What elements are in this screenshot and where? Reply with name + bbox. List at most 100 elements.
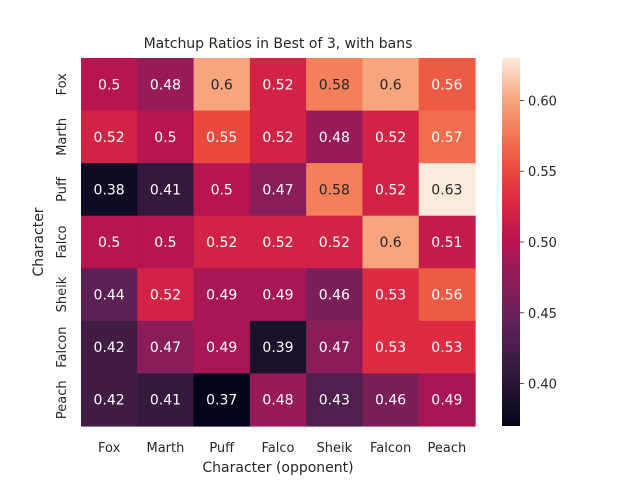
cell-value-label: 0.5 <box>154 130 176 146</box>
cell-value-label: 0.37 <box>206 393 237 409</box>
heatmap-cell <box>81 268 138 322</box>
heatmap-cell <box>137 373 195 427</box>
cell-value-label: 0.52 <box>94 130 125 146</box>
heatmap-cell <box>249 163 307 217</box>
cell-value-label: 0.49 <box>262 288 293 304</box>
heatmap-cells <box>81 58 476 427</box>
heatmap-cell <box>249 320 307 375</box>
heatmap-cell <box>81 110 138 164</box>
heatmap-cell <box>362 163 420 217</box>
heatmap-cell <box>137 268 195 322</box>
cell-value-label: 0.46 <box>375 393 406 409</box>
heatmap-cell-labels: 0.5 0.48 0.6 0.52 0.58 0.6 0.56 0.52 0.5 0.55 0.52… <box>94 77 463 408</box>
heatmap-cell <box>306 163 364 217</box>
heatmap-cell <box>193 320 251 375</box>
cell-value-label: 0.49 <box>431 393 462 409</box>
y-axis-label: Character <box>31 207 47 276</box>
y-tick-label: Marth <box>55 118 70 156</box>
cell-value-label: 0.52 <box>319 235 350 251</box>
heatmap-cell <box>137 320 195 375</box>
heatmap-cell <box>306 268 364 322</box>
cell-value-label: 0.52 <box>375 182 406 198</box>
cell-value-label: 0.47 <box>262 182 293 198</box>
heatmap-cell <box>137 58 195 112</box>
cell-value-label: 0.53 <box>375 340 406 356</box>
heatmap-cell <box>81 163 138 217</box>
y-tick-label: Sheik <box>55 276 70 312</box>
cell-value-label: 0.5 <box>211 182 233 198</box>
heatmap-cell <box>193 58 251 112</box>
heatmap-cell <box>306 110 364 164</box>
cell-value-label: 0.5 <box>98 235 120 251</box>
heatmap-cell <box>362 110 420 164</box>
heatmap-cell <box>249 110 307 164</box>
heatmap-cell <box>418 110 476 164</box>
heatmap-cell <box>81 373 138 427</box>
cell-value-label: 0.39 <box>262 340 293 356</box>
colorbar-tick-label: 0.40 <box>528 378 557 393</box>
cell-value-label: 0.41 <box>150 393 181 409</box>
cell-value-label: 0.38 <box>94 182 125 198</box>
cell-value-label: 0.48 <box>150 77 181 93</box>
cell-value-label: 0.52 <box>150 288 181 304</box>
cell-value-label: 0.52 <box>262 77 293 93</box>
x-tick-label: Falcon <box>370 441 411 456</box>
heatmap-cell <box>306 320 364 375</box>
heatmap-cell <box>418 373 476 427</box>
chart-title: Matchup Ratios in Best of 3, with bans <box>144 36 413 52</box>
heatmap-cell <box>362 58 420 112</box>
y-tick-label: Puff <box>55 176 70 202</box>
colorbar-tick-label: 0.50 <box>528 236 557 251</box>
x-tick-label: Puff <box>209 441 235 456</box>
y-tick-label: Peach <box>55 380 70 419</box>
cell-value-label: 0.58 <box>319 182 350 198</box>
cell-value-label: 0.55 <box>206 130 237 146</box>
x-tick-label: Marth <box>146 441 184 456</box>
x-tick-label: Falco <box>262 441 295 456</box>
heatmap-cell <box>362 373 420 427</box>
heatmap-cell <box>249 268 307 322</box>
x-tick-label: Peach <box>428 441 467 456</box>
heatmap-cell <box>137 110 195 164</box>
cell-value-label: 0.5 <box>98 77 120 93</box>
cell-value-label: 0.48 <box>319 130 350 146</box>
cell-value-label: 0.42 <box>94 340 125 356</box>
cell-value-label: 0.6 <box>379 235 401 251</box>
y-tick-label: Fox <box>55 73 70 96</box>
heatmap-cell <box>418 320 476 375</box>
cell-value-label: 0.41 <box>150 182 181 198</box>
cell-value-label: 0.48 <box>262 393 293 409</box>
heatmap-cell <box>418 268 476 322</box>
heatmap-cell <box>81 215 138 269</box>
heatmap-cell <box>193 163 251 217</box>
heatmap-cell <box>306 58 364 112</box>
heatmap-cell <box>418 58 476 112</box>
heatmap-cell <box>362 215 420 269</box>
heatmap-cell <box>81 58 138 112</box>
heatmap-cell <box>306 215 364 269</box>
cell-value-label: 0.46 <box>319 288 350 304</box>
cell-value-label: 0.56 <box>431 77 462 93</box>
cell-value-label: 0.52 <box>375 130 406 146</box>
cell-value-label: 0.43 <box>319 393 350 409</box>
heatmap-cell <box>193 110 251 164</box>
y-tick-labels: Fox Marth Puff Falco Sheik Falcon Peach <box>55 73 70 419</box>
heatmap-cell <box>193 215 251 269</box>
cell-value-label: 0.52 <box>262 235 293 251</box>
cell-value-label: 0.53 <box>431 340 462 356</box>
cell-value-label: 0.47 <box>150 340 181 356</box>
heatmap-cell <box>193 373 251 427</box>
heatmap-cell <box>362 320 420 375</box>
heatmap-cell <box>137 215 195 269</box>
heatmap-cell <box>418 163 476 217</box>
heatmap-cell <box>362 268 420 322</box>
colorbar-tick-label: 0.45 <box>528 307 557 322</box>
x-tick-label: Fox <box>98 441 121 456</box>
colorbar-tick-label: 0.60 <box>528 94 557 109</box>
cell-value-label: 0.6 <box>211 77 233 93</box>
heatmap-cell <box>81 320 138 375</box>
heatmap-cell <box>306 373 364 427</box>
cell-value-label: 0.53 <box>375 288 406 304</box>
cell-value-label: 0.52 <box>206 235 237 251</box>
